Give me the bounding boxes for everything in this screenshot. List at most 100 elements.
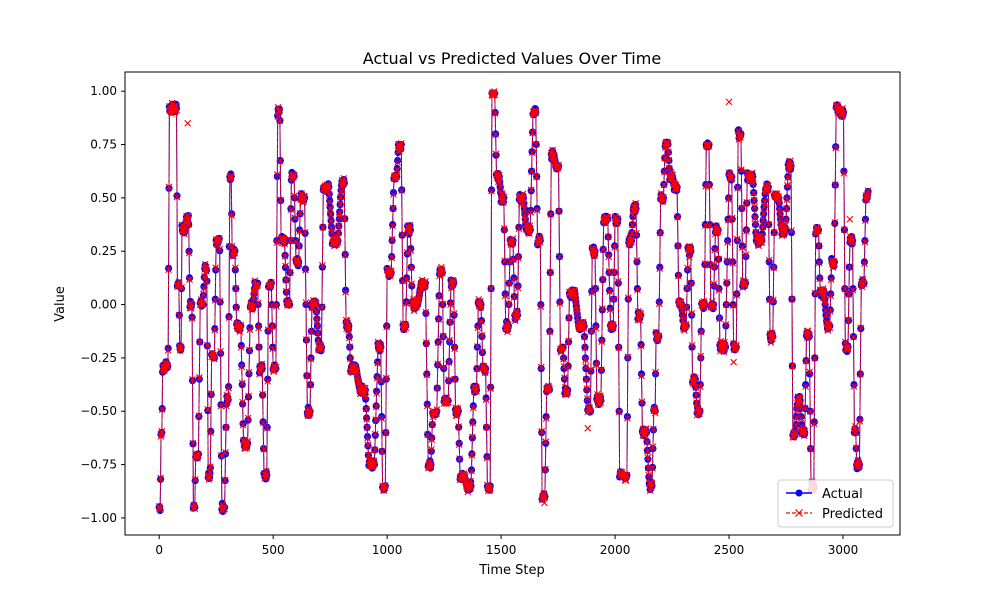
actual-point — [742, 253, 750, 261]
actual-point — [655, 298, 663, 306]
predicted-point-stroke — [155, 502, 163, 510]
actual-point — [302, 301, 310, 309]
actual-point — [335, 215, 343, 223]
actual-point — [624, 354, 632, 362]
predicted-point — [164, 347, 172, 354]
predicted-point — [180, 230, 188, 238]
actual-point — [363, 414, 371, 422]
actual-point — [422, 309, 430, 318]
actual-point — [765, 258, 773, 266]
actual-point — [724, 237, 732, 245]
actual-point — [469, 418, 477, 426]
predicted-point — [175, 311, 183, 319]
actual-point — [688, 343, 696, 351]
actual-point — [797, 413, 805, 421]
actual-point — [715, 285, 723, 293]
predicted-point-stroke — [163, 362, 171, 369]
predicted-point — [173, 193, 181, 201]
actual-point — [185, 247, 193, 255]
actual-point — [514, 253, 523, 261]
predicted-point-stroke — [164, 363, 172, 371]
actual-point — [840, 167, 848, 175]
series-layer — [155, 88, 872, 516]
chart-title: Actual vs Predicted Values Over Time — [363, 49, 661, 68]
actual-point — [537, 301, 545, 309]
actual-point — [487, 186, 496, 194]
actual-point — [560, 354, 568, 362]
actual-point — [239, 400, 247, 408]
actual-point — [487, 383, 495, 391]
predicted-point — [165, 266, 172, 274]
actual-point — [207, 427, 215, 435]
predicted-point — [174, 282, 182, 290]
actual-point — [382, 375, 390, 383]
actual-point — [510, 274, 518, 282]
actual-point — [542, 413, 550, 421]
predicted-point-stroke — [178, 284, 185, 291]
actual-point — [784, 172, 792, 181]
actual-point — [264, 375, 272, 383]
actual-point — [231, 266, 239, 274]
actual-point — [729, 258, 737, 266]
predicted-point-stroke — [180, 230, 188, 238]
actual-point — [587, 367, 595, 375]
predicted-point-stroke — [174, 282, 182, 290]
actual-point — [723, 279, 731, 287]
actual-point — [810, 418, 818, 426]
actual-point — [816, 274, 824, 282]
actual-point — [515, 223, 523, 231]
actual-point — [806, 370, 814, 378]
predicted-point-stroke — [175, 311, 183, 319]
actual-point — [342, 286, 350, 294]
predicted-point — [178, 284, 185, 291]
predicted-point-stroke — [157, 432, 165, 440]
actual-point — [207, 391, 215, 399]
predicted-point — [157, 474, 164, 482]
predicted-point-stroke — [177, 343, 185, 351]
actual-point — [345, 333, 353, 341]
actual-point — [287, 205, 295, 213]
predicted-point — [164, 363, 172, 371]
actual-point — [372, 417, 380, 425]
actual-point — [697, 354, 705, 362]
actual-point — [674, 271, 683, 279]
actual-point — [501, 290, 509, 298]
actual-point — [254, 301, 262, 309]
actual-point — [259, 391, 267, 399]
predicted-series-markers — [155, 88, 872, 515]
predicted-point — [175, 278, 183, 286]
actual-point — [216, 247, 224, 255]
actual-point — [383, 322, 391, 330]
actual-point — [291, 194, 299, 202]
actual-point — [422, 340, 430, 348]
actual-point — [455, 423, 463, 431]
actual-point — [701, 261, 709, 269]
actual-point — [583, 386, 591, 394]
actual-point — [164, 344, 172, 352]
predicted-point — [173, 106, 180, 114]
actual-point — [722, 322, 730, 330]
actual-point — [363, 433, 372, 441]
predicted-point — [158, 427, 166, 435]
predicted-point — [165, 183, 173, 191]
actual-point — [423, 370, 431, 378]
predicted-point — [158, 430, 165, 437]
actual-point — [273, 172, 281, 181]
predicted-point-stroke — [156, 505, 164, 513]
predicted-point-stroke — [177, 344, 185, 352]
actual-point — [245, 347, 254, 355]
actual-point — [529, 128, 537, 136]
actual-point — [388, 237, 396, 245]
predicted-point-stroke — [165, 183, 173, 191]
actual-point — [751, 205, 759, 213]
predicted-point-stroke — [174, 280, 182, 288]
actual-point — [389, 189, 398, 197]
predicted-point — [177, 344, 185, 352]
actual-point — [861, 215, 870, 223]
predicted-point-stroke — [158, 427, 166, 435]
actual-point — [427, 447, 435, 455]
predicted-point-stroke — [157, 474, 164, 482]
predicted-point — [177, 343, 185, 351]
